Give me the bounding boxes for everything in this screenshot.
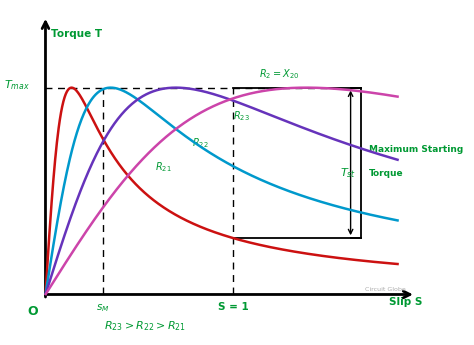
Text: Slip S: Slip S	[389, 297, 422, 307]
Text: $R_2 = X_{20}$: $R_2 = X_{20}$	[259, 67, 300, 81]
Text: S = 1: S = 1	[218, 303, 249, 313]
Text: $R_{21}$: $R_{21}$	[155, 160, 172, 174]
Text: $R_{22}$: $R_{22}$	[191, 136, 208, 150]
Text: $T_{st}$: $T_{st}$	[340, 166, 356, 180]
Text: $R_{23} > R_{22} > R_{21}$: $R_{23} > R_{22} > R_{21}$	[103, 319, 186, 333]
Text: Maximum Starting: Maximum Starting	[369, 145, 463, 154]
Text: Torque: Torque	[369, 169, 403, 178]
Text: Circuit Globe: Circuit Globe	[365, 287, 405, 292]
Text: O: O	[27, 305, 37, 318]
Text: $R_{23}$: $R_{23}$	[233, 109, 250, 123]
Text: Torque T: Torque T	[51, 29, 102, 39]
Text: $s_M$: $s_M$	[96, 303, 109, 314]
Text: $T_{max}$: $T_{max}$	[4, 78, 30, 92]
